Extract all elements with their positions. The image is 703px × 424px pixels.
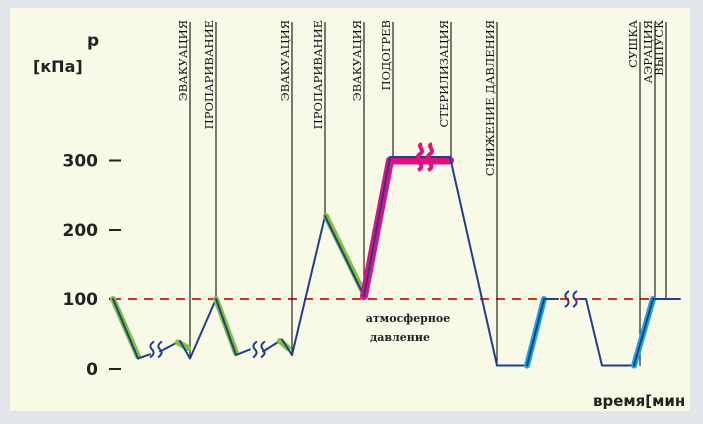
phase-label: ЭВАКУАЦИЯ (350, 20, 364, 101)
phase-label: СНИЖЕНИЕ ДАВЛЕНИЯ (483, 20, 497, 176)
curve-steaming (189, 298, 217, 360)
break-mark (252, 340, 258, 359)
phase-labels: ЭВАКУАЦИЯ ПРОПАРИВАНИЕ ЭВАКУАЦИЯ ПРОПАРИВАН… (176, 20, 666, 176)
y-tick-label: 100 (63, 290, 99, 310)
curve-rise (526, 298, 545, 367)
break-mark (572, 290, 578, 308)
curve-steaming (291, 215, 326, 356)
atmospheric-label-line2: давление (370, 331, 430, 344)
y-tick-label: 300 (63, 152, 99, 172)
phase-label: СУШКА (626, 20, 640, 68)
curve-drop (179, 340, 191, 360)
y-ticks: 0 100 200 300 (63, 152, 121, 380)
curve-pressure-reduction (449, 156, 498, 367)
curve-heating-sterilization (363, 156, 451, 298)
y-axis-symbol: p (87, 31, 99, 51)
phase-label: ПОДОГРЕВ (379, 20, 393, 90)
pressure-curve-group (110, 142, 681, 369)
break-mark-sterilization (425, 142, 434, 172)
break-mark (149, 340, 155, 359)
phase-label: ЭВАКУАЦИЯ (176, 20, 190, 101)
break-mark (157, 340, 163, 359)
phase-label: ВЫПУСК (652, 20, 666, 76)
phase-label: СТЕРИЛИЗАЦИЯ (437, 20, 451, 127)
curve-evacuation (324, 215, 365, 298)
phase-label: ПРОПАРИВАНИЕ (311, 20, 325, 129)
curve-evacuation (112, 298, 139, 360)
atmospheric-label-line1: атмосферное (366, 312, 451, 325)
break-mark-sterilization (415, 142, 424, 172)
phase-label: ПРОПАРИВАНИЕ (202, 20, 216, 129)
y-tick-label: 200 (63, 221, 99, 241)
chart-panel (10, 8, 690, 411)
phase-lines (189, 22, 667, 366)
curve-evacuation-tail (235, 348, 251, 356)
phase-label: АЭРАЦИЯ (641, 20, 655, 83)
phase-label: ЭВАКУАЦИЯ (278, 20, 292, 101)
y-tick-label: 0 (86, 360, 98, 380)
curve-evacuation-tail (137, 353, 151, 360)
curve-evacuation (215, 298, 237, 356)
break-mark (564, 290, 570, 308)
x-axis-label: время[мин (593, 392, 685, 410)
y-axis-unit: [кПа] (33, 57, 83, 76)
curve-aeration-release (633, 298, 681, 367)
break-mark (260, 340, 266, 359)
curve-drying (579, 298, 635, 367)
curve-drop (281, 338, 293, 356)
